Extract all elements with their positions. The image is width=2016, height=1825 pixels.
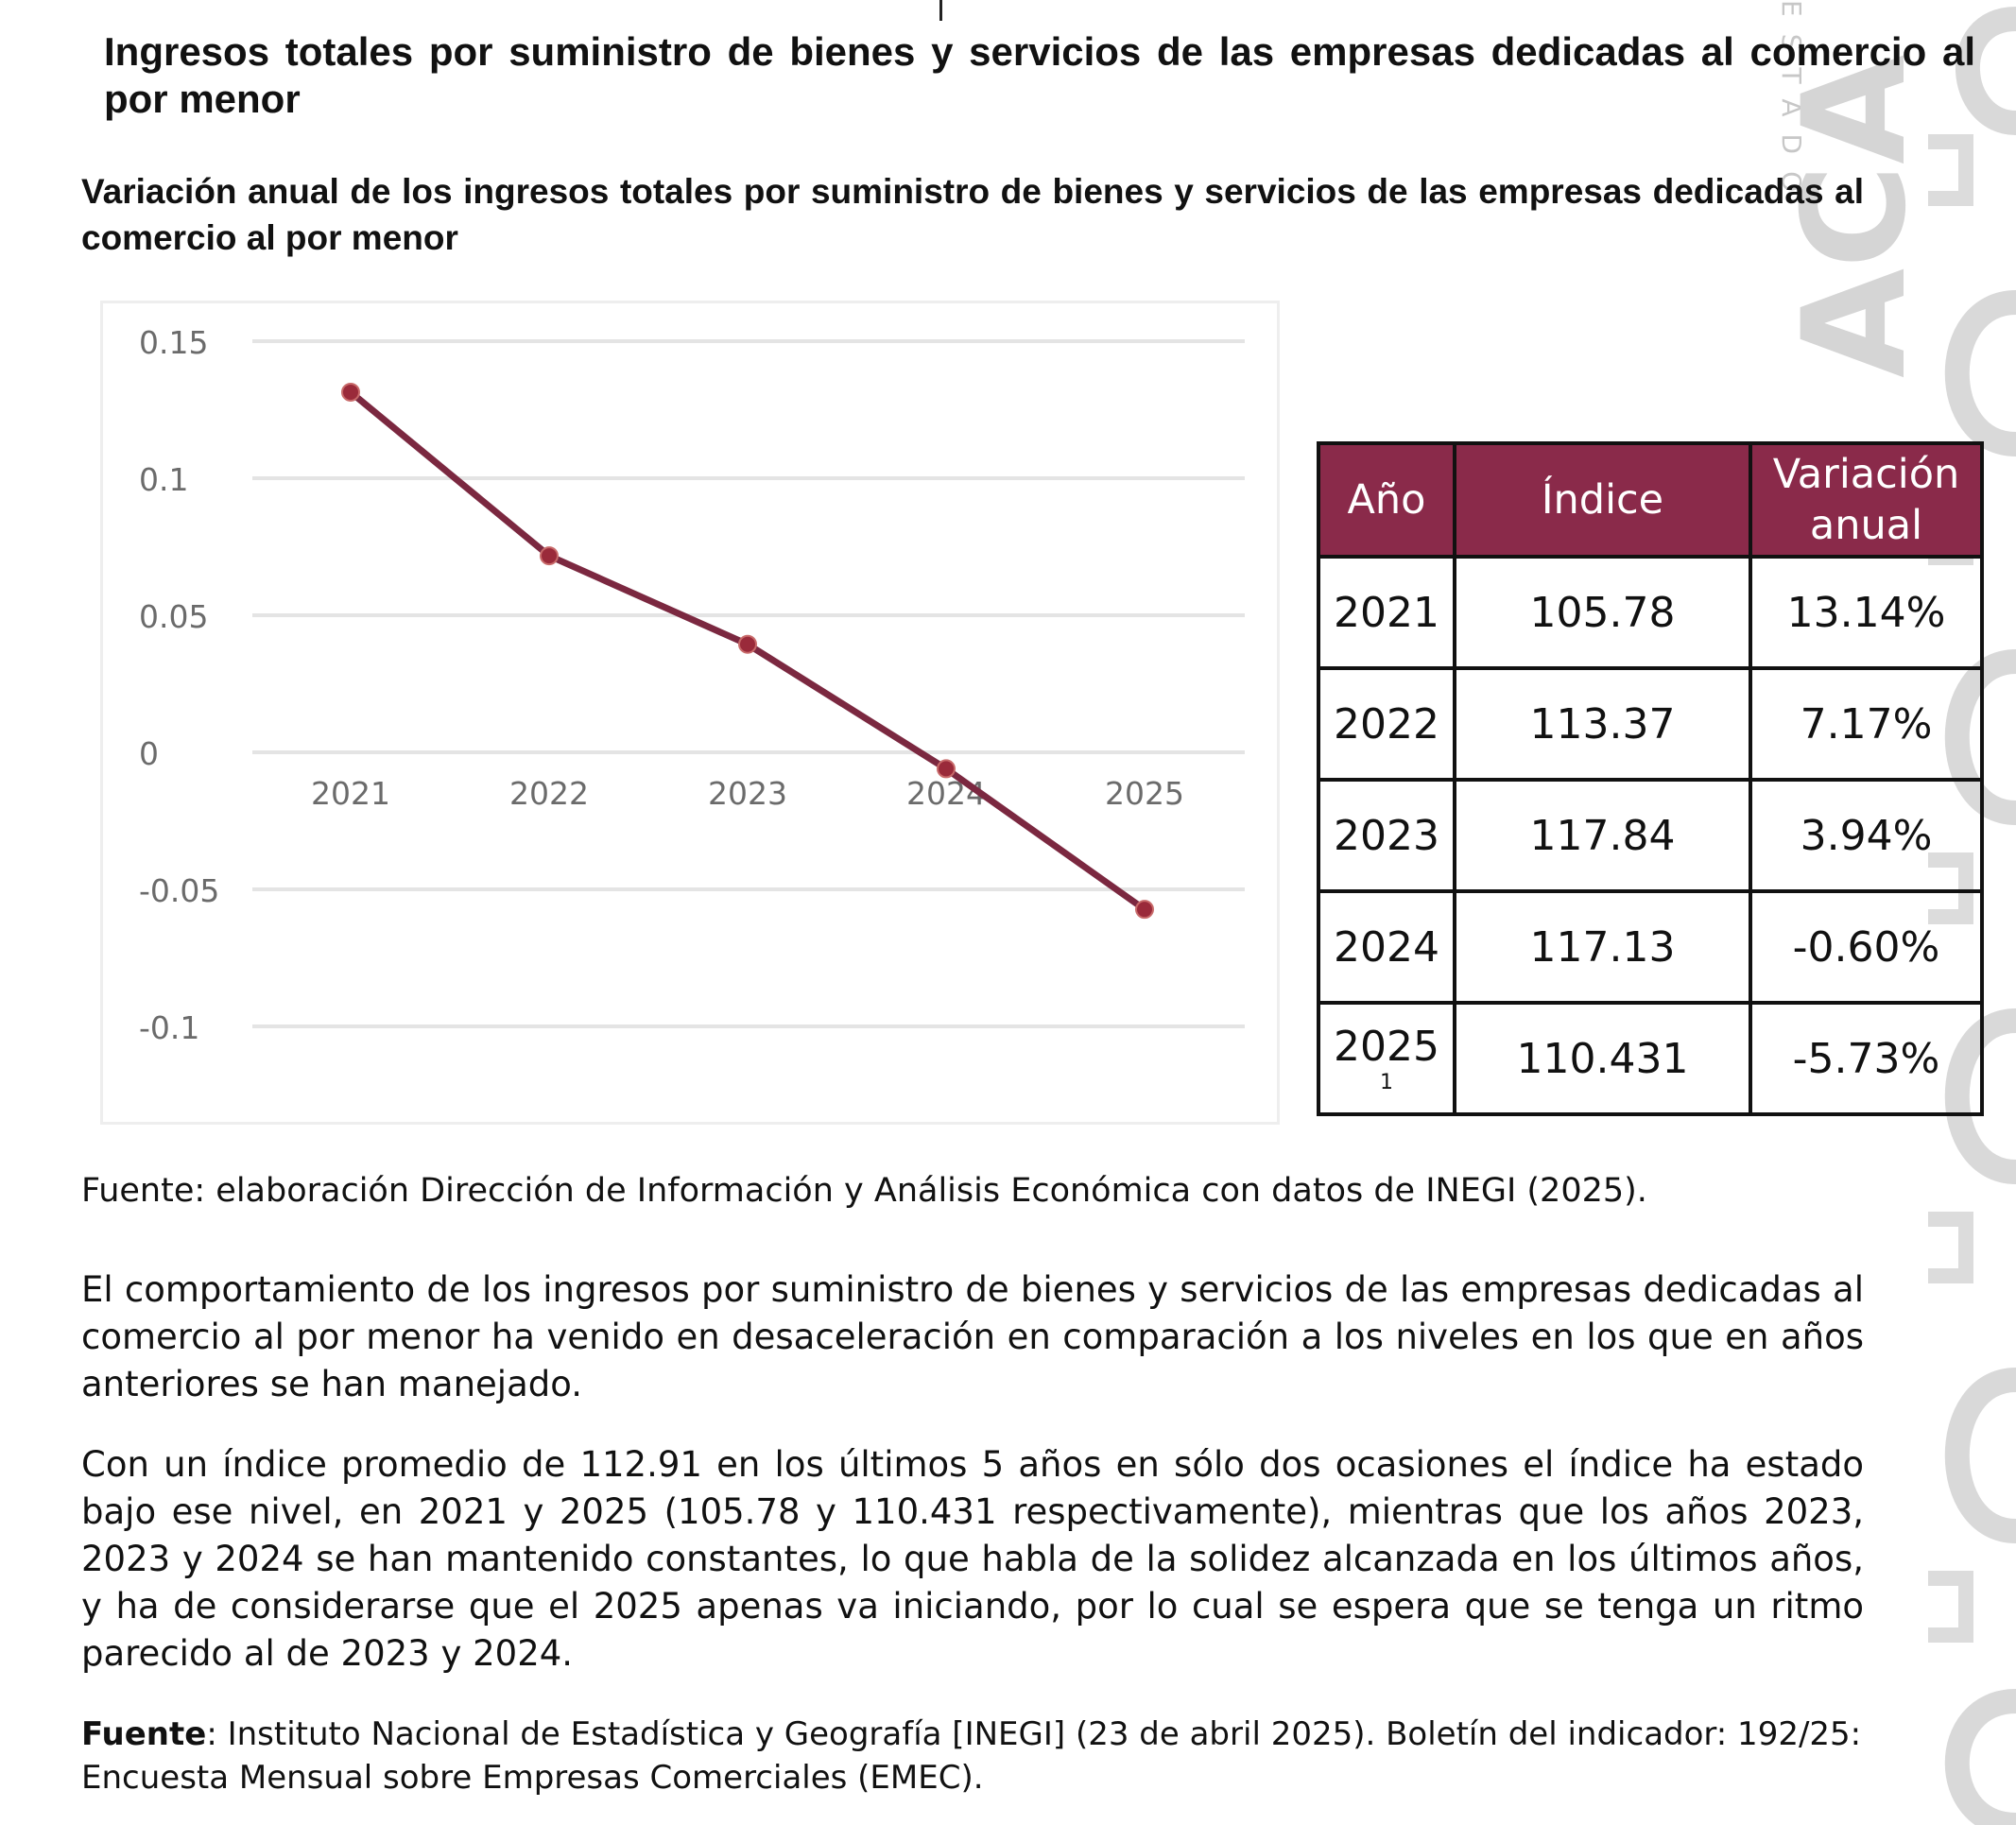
y-tick-label: -0.05	[139, 872, 219, 909]
cell-variation: -5.73%	[1749, 1001, 1984, 1116]
x-tick-label: 2022	[509, 775, 589, 812]
cell-index: 117.13	[1453, 889, 1752, 1005]
cell-year-value: 2025	[1334, 1023, 1439, 1071]
table-row: 2021 105.78 13.14%	[1317, 555, 1984, 670]
y-tick-label: 0	[139, 735, 159, 772]
table-row: 2023 117.84 3.94%	[1317, 778, 1984, 893]
table-row: 2025 1 110.431 -5.73%	[1317, 1001, 1984, 1116]
cell-variation: -0.60%	[1749, 889, 1984, 1005]
cell-year: 2025 1	[1317, 1001, 1456, 1116]
data-point	[341, 382, 360, 402]
x-tick-label: 2023	[708, 775, 787, 812]
footer-source-label: Fuente	[81, 1715, 207, 1753]
table-row: 2022 113.37 7.17%	[1317, 666, 1984, 782]
table-header-row: Año Índice Variación anual	[1317, 441, 1984, 559]
data-point	[1135, 900, 1154, 920]
table-row: 2024 117.13 -0.60%	[1317, 889, 1984, 1005]
top-divider-tick	[939, 0, 942, 21]
watermark-vertical-text: ESTADO	[1776, 0, 1807, 210]
cell-year: 2021	[1317, 555, 1456, 670]
chart-source-note: Fuente: elaboración Dirección de Informa…	[81, 1172, 1647, 1210]
paragraph-2: Con un índice promedio de 112.91 en los …	[81, 1444, 1864, 1674]
document-title: Ingresos totales por suministro de biene…	[104, 29, 1975, 121]
cell-index: 110.431	[1453, 1001, 1752, 1116]
footer-source-text: : Instituto Nacional de Estadística y Ge…	[81, 1715, 1862, 1797]
line-chart-svg: 0.15 0.1 0.05 0 -0.05 -0.1 2021 2022 2023 2024 202…	[139, 324, 1245, 1046]
y-tick-label: 0.05	[139, 598, 208, 635]
header-variation: Variación anual	[1749, 441, 1984, 559]
cell-index: 117.84	[1453, 778, 1752, 893]
data-point	[937, 759, 956, 779]
chart-title: Variación anual de los ingresos totales …	[81, 172, 1864, 257]
data-point	[540, 546, 559, 566]
line-chart: 0.15 0.1 0.05 0 -0.05 -0.1 2021 2022 2023 2024 202…	[100, 301, 1280, 1125]
footer-source: Fuente: Instituto Nacional de Estadístic…	[81, 1713, 1864, 1799]
paragraph-1: El comportamiento de los ingresos por su…	[81, 1269, 1864, 1404]
cell-index: 105.78	[1453, 555, 1752, 670]
cell-year-footnote: 1	[1380, 1071, 1393, 1094]
data-point	[738, 634, 757, 654]
index-table: Año Índice Variación anual 2021 105.78 1…	[1317, 441, 1984, 1116]
x-tick-label: 2024	[906, 775, 986, 812]
y-tick-label: 0.15	[139, 324, 208, 361]
x-tick-label: 2021	[311, 775, 390, 812]
cell-year: 2024	[1317, 889, 1456, 1005]
x-tick-label: 2025	[1105, 775, 1184, 812]
cell-year: 2022	[1317, 666, 1456, 782]
header-index: Índice	[1453, 441, 1752, 559]
cell-variation: 3.94%	[1749, 778, 1984, 893]
cell-year: 2023	[1317, 778, 1456, 893]
y-tick-label: 0.1	[139, 461, 188, 498]
cell-variation: 7.17%	[1749, 666, 1984, 782]
cell-variation: 13.14%	[1749, 555, 1984, 670]
cell-index: 113.37	[1453, 666, 1752, 782]
header-year: Año	[1317, 441, 1456, 559]
y-tick-label: -0.1	[139, 1009, 199, 1046]
